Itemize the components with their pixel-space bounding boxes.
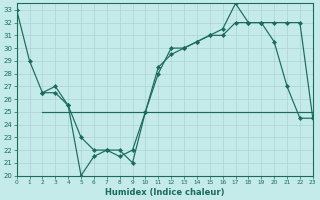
X-axis label: Humidex (Indice chaleur): Humidex (Indice chaleur) [105, 188, 224, 197]
